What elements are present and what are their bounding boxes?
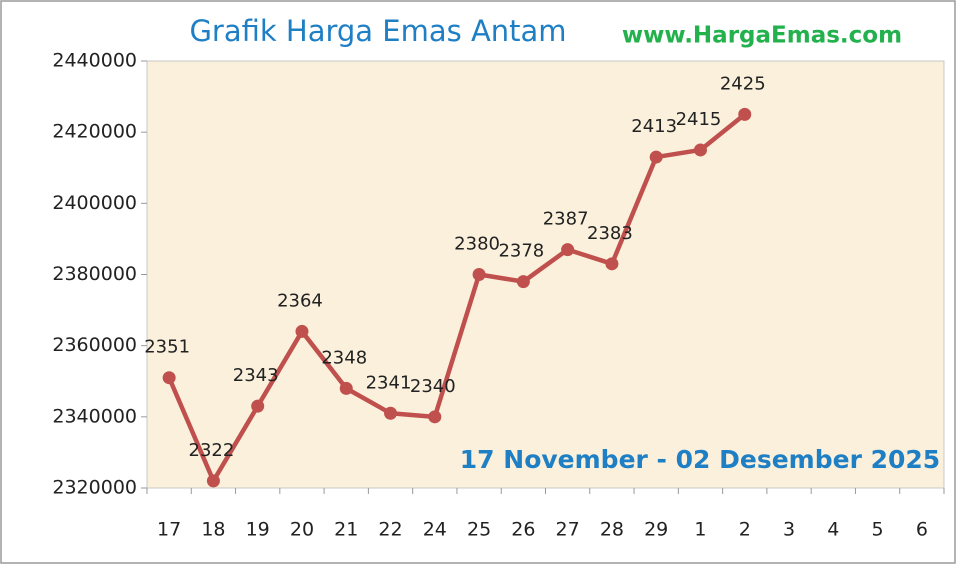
data-label: 2322 xyxy=(189,440,235,461)
data-point xyxy=(295,324,309,338)
data-line xyxy=(167,112,747,484)
plot-area xyxy=(146,60,945,489)
data-label: 2413 xyxy=(631,116,677,137)
data-point xyxy=(428,410,442,424)
x-tick-label: 18 xyxy=(201,519,225,541)
x-tick-label: 22 xyxy=(378,519,402,541)
website-annotation: www.HargaEmas.com xyxy=(622,23,902,49)
x-tick-label: 25 xyxy=(467,519,491,541)
data-point xyxy=(339,381,353,395)
y-tick-label: 2360000 xyxy=(52,334,137,356)
x-tick-label: 4 xyxy=(827,519,839,541)
x-tick-label: 2 xyxy=(739,519,751,541)
x-tick-label: 3 xyxy=(783,519,795,541)
data-point xyxy=(206,474,220,488)
data-label: 2387 xyxy=(543,209,589,230)
date-range-annotation: 17 November - 02 Desember 2025 xyxy=(460,445,940,474)
x-tick-label: 26 xyxy=(511,519,535,541)
y-tick-label: 2400000 xyxy=(52,192,137,214)
data-label: 2348 xyxy=(321,347,367,368)
chart-title: Grafik Harga Emas Antam xyxy=(189,14,566,48)
y-tick-label: 2340000 xyxy=(52,405,137,427)
data-label: 2364 xyxy=(277,290,323,311)
x-tick-label: 1 xyxy=(694,519,706,541)
data-point xyxy=(384,406,398,420)
x-tick-label: 17 xyxy=(157,519,181,541)
x-tick-label: 20 xyxy=(290,519,314,541)
data-point xyxy=(605,257,619,271)
data-point xyxy=(649,150,663,164)
data-label: 2343 xyxy=(233,365,279,386)
data-label: 2380 xyxy=(454,234,500,255)
data-point xyxy=(738,107,752,121)
data-label: 2351 xyxy=(144,337,190,358)
y-tick-label: 2380000 xyxy=(52,263,137,285)
data-point xyxy=(561,243,575,257)
data-point xyxy=(162,371,176,385)
y-tick-label: 2320000 xyxy=(52,477,137,499)
data-label: 2378 xyxy=(498,241,544,262)
x-tick-label: 6 xyxy=(916,519,928,541)
x-tick-label: 29 xyxy=(644,519,668,541)
data-point xyxy=(251,399,265,413)
x-tick-label: 5 xyxy=(872,519,884,541)
data-point xyxy=(472,268,486,281)
x-tick-label: 27 xyxy=(556,519,580,541)
y-tick-label: 2440000 xyxy=(52,50,137,72)
x-tick-label: 19 xyxy=(246,519,270,541)
y-tick-label: 2420000 xyxy=(52,121,137,143)
data-point xyxy=(516,275,530,289)
data-point xyxy=(693,143,707,157)
data-label: 2383 xyxy=(587,223,633,244)
data-label: 2340 xyxy=(410,376,456,397)
x-tick-label: 24 xyxy=(423,519,447,541)
data-label: 2415 xyxy=(676,109,722,130)
x-tick-label: 28 xyxy=(600,519,624,541)
x-tick-label: 21 xyxy=(334,519,358,541)
data-label: 2341 xyxy=(366,372,412,393)
data-label: 2425 xyxy=(720,73,766,94)
